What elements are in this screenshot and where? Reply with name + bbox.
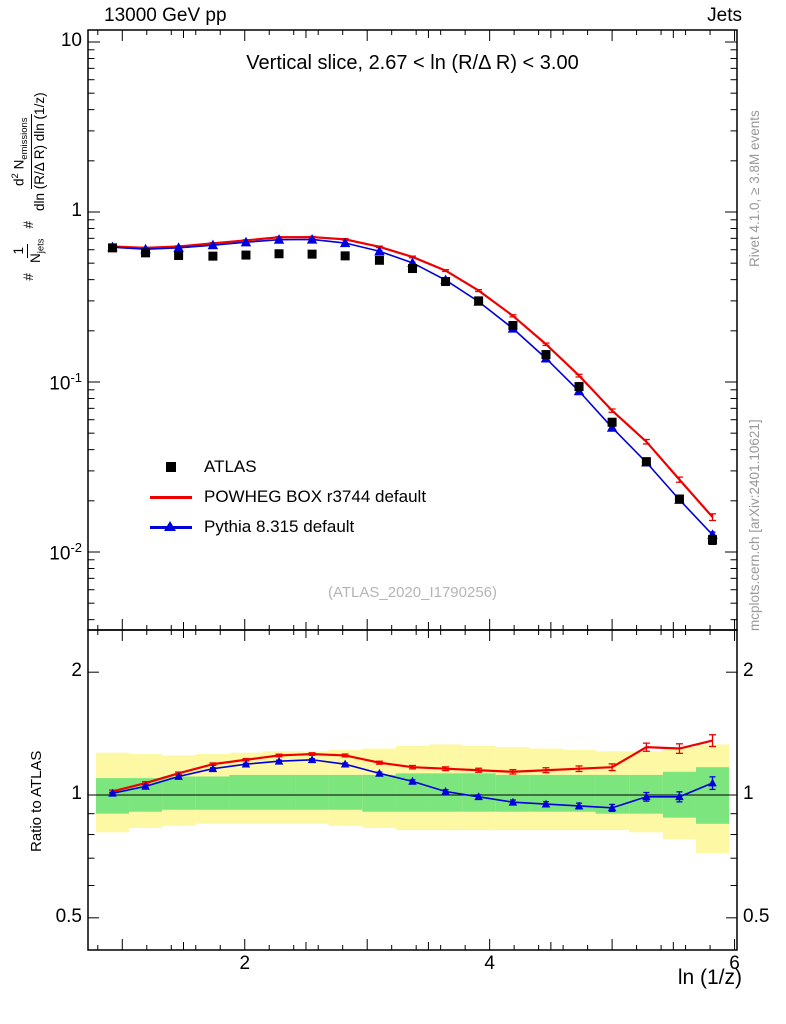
legend: ATLAS POWHEG BOX r3744 default Pythia 8.… [148,452,426,542]
hash-symbol: # [21,273,37,281]
ratio-pythia-markers [108,755,717,812]
legend-label: Pythia 8.315 default [204,517,355,536]
ratio-powheg-line [112,739,713,793]
fraction-d2n: d2 Nemissions dln (R/Δ R) dln (1/z) [10,92,47,211]
ratio-panel-frame [87,629,738,951]
hash-symbol: # [21,220,37,229]
mcplots-arxiv-note: mcplots.cern.ch [arXiv:2401.10621] [747,419,762,631]
plot-title: Vertical slice, 2.67 < ln (R/Δ R) < 3.00 [246,52,579,74]
fraction-one-over-njets: 1 Njets [10,238,47,264]
x-axis-label: ln (1/z) [677,966,742,989]
legend-label: POWHEG BOX r3744 default [204,487,427,506]
legend-item-pythia: Pythia 8.315 default [148,512,426,542]
legend-label: ATLAS [204,457,257,476]
atlas-data-points [107,243,718,545]
beam-label: 13000 GeV pp [104,5,227,26]
legend-item-atlas: ATLAS [148,452,426,482]
blue-triangle-line-icon [148,517,194,537]
analysis-label: Jets [707,5,742,26]
main-y-axis-label: # 1 Njets # d2 Nemissions dln (R/Δ R) dl… [10,32,48,338]
square-marker-icon [148,457,194,477]
axis-ticks [88,30,737,950]
ratio-y-axis-label: Ratio to ATLAS [28,750,45,852]
ratio-uncertainty-bands [95,744,730,854]
legend-item-powheg: POWHEG BOX r3744 default [148,482,426,512]
rivet-version-note: Rivet 4.1.0, ≥ 3.8M events [747,110,762,267]
analysis-id-watermark: (ATLAS_2020_I1790256) [327,584,497,601]
red-line-icon [148,487,194,507]
